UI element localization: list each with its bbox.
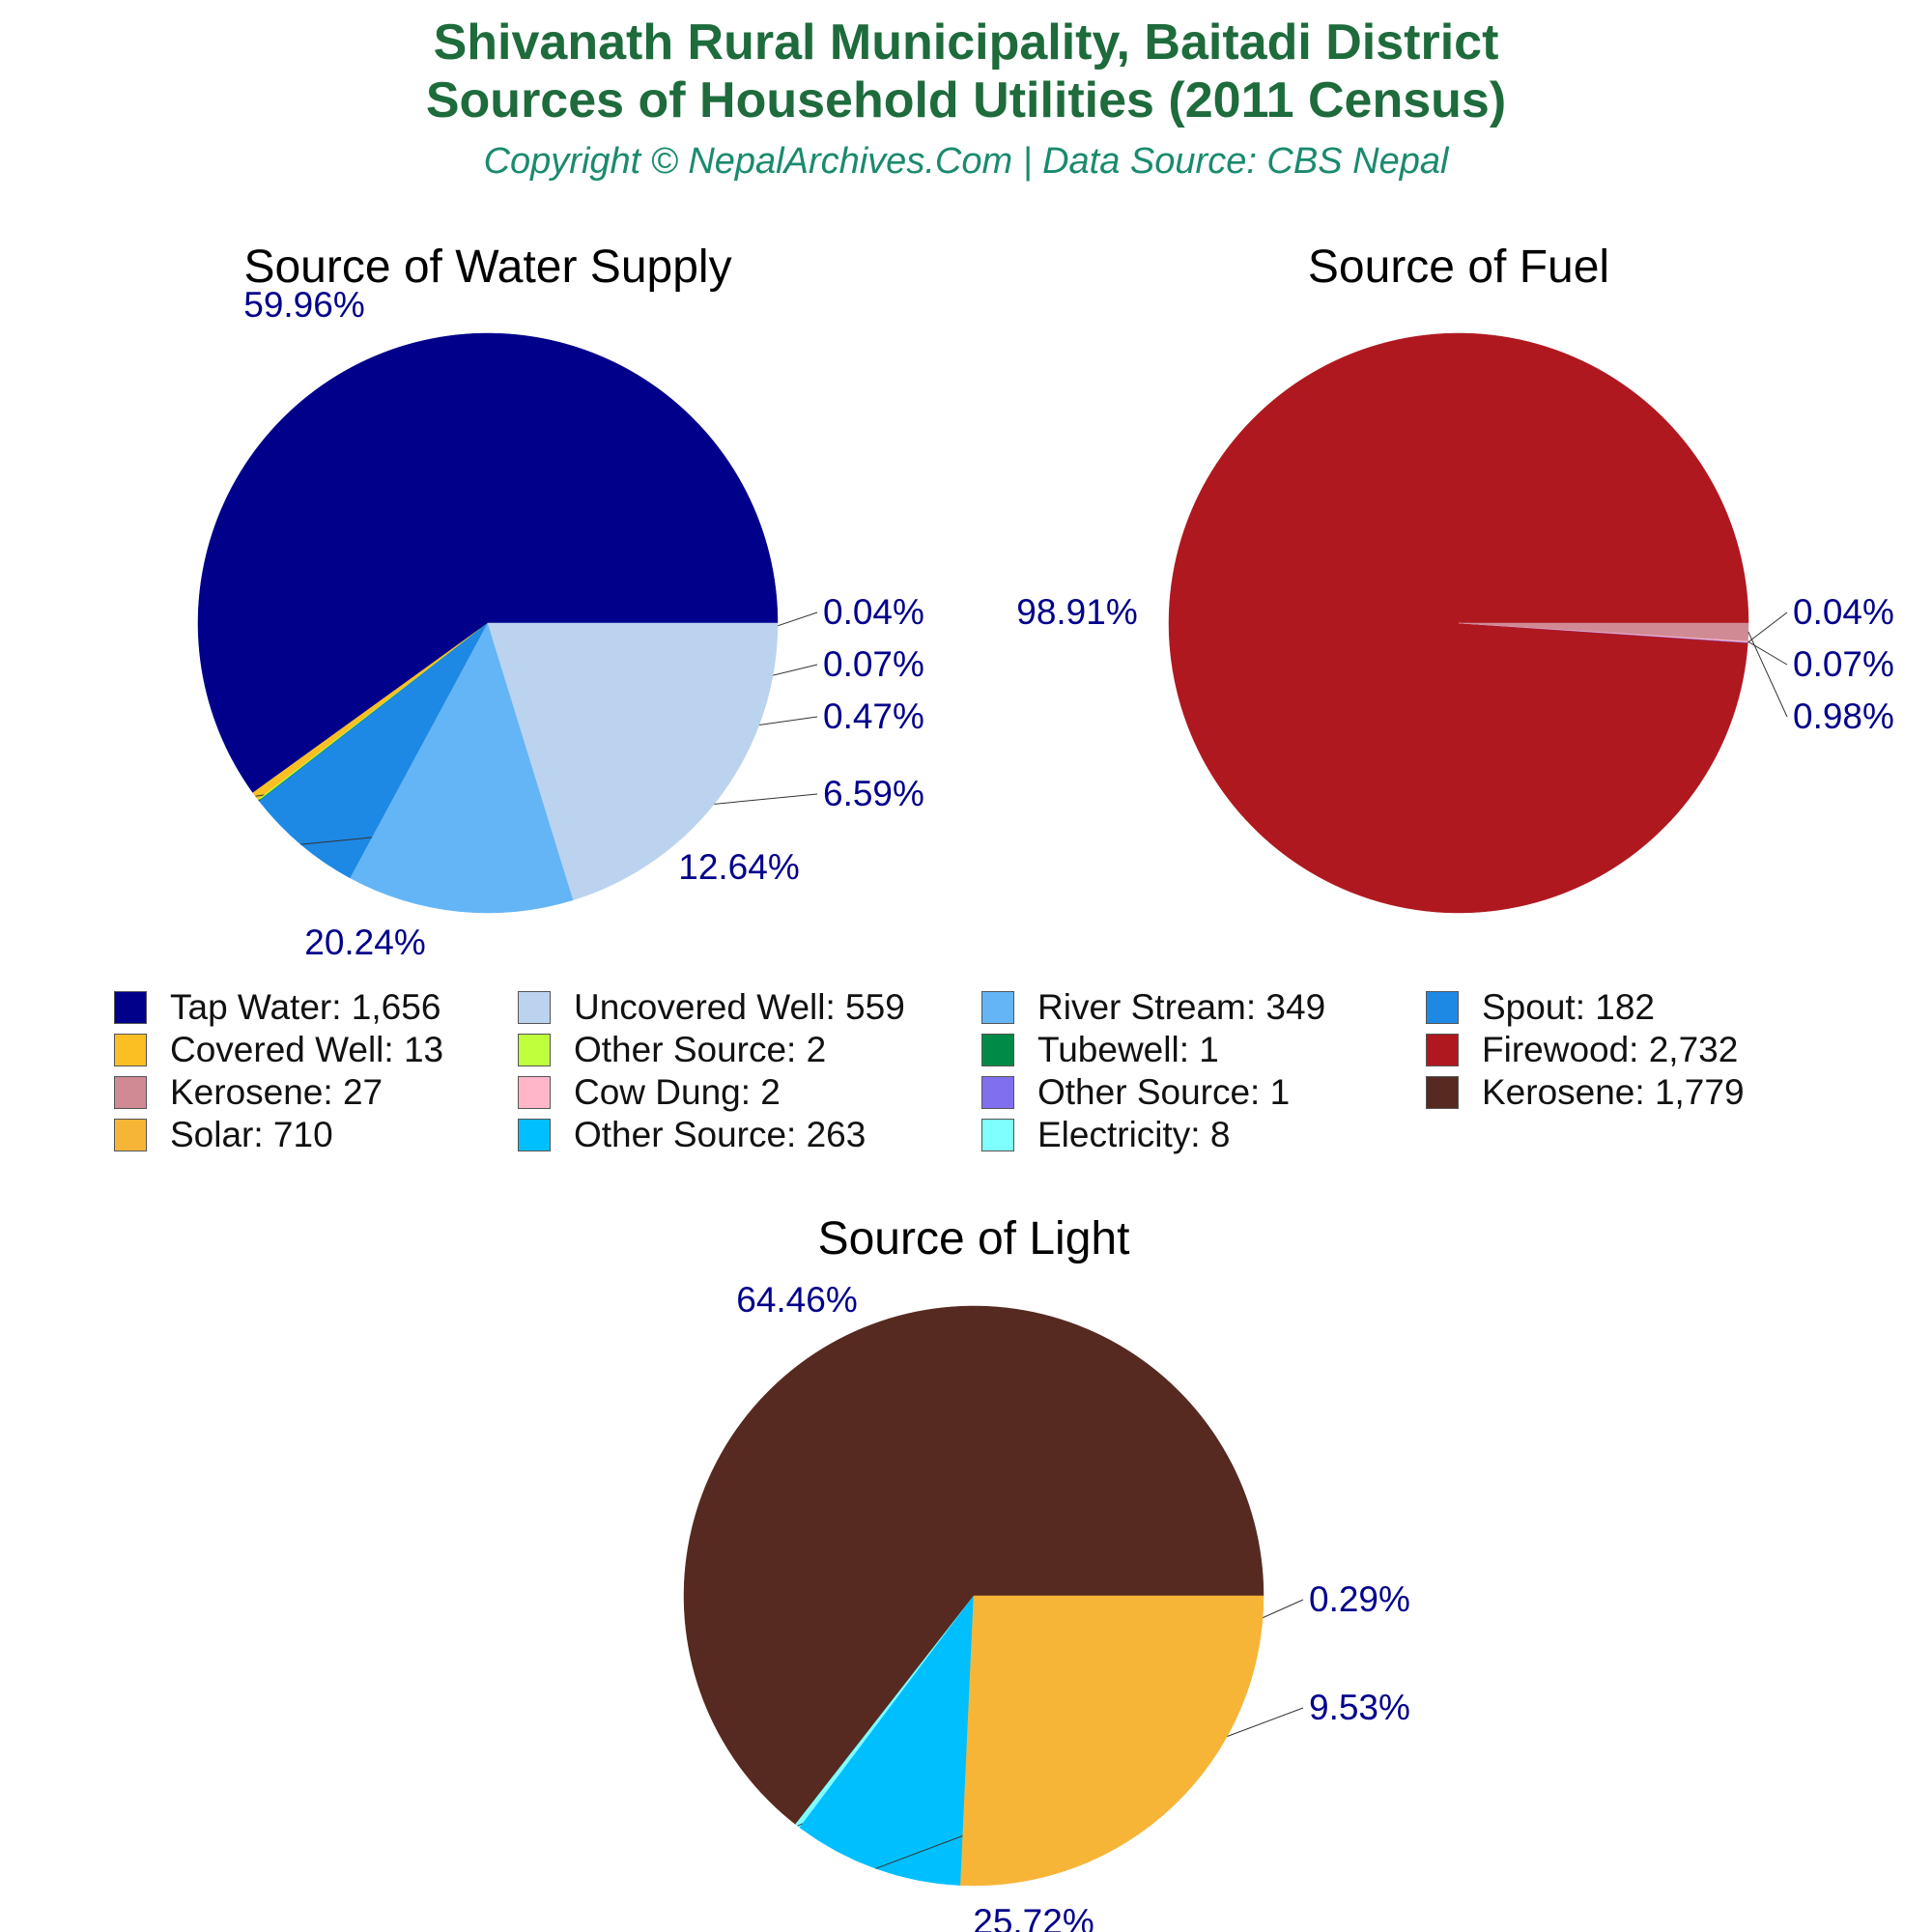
percent-label: 98.91% (1016, 592, 1138, 632)
legend-swatch (114, 991, 147, 1024)
legend-label: Tubewell: 1 (1037, 1030, 1219, 1069)
legend-label: Tap Water: 1,656 (170, 987, 441, 1027)
pie-title: Source of Fuel (1308, 242, 1609, 293)
legend-item: Cow Dung: 2 (518, 1072, 781, 1113)
legend-label: Uncovered Well: 559 (574, 987, 905, 1027)
pie-fuel: Source of Fuel 98.91% 0.04% 0.07% 0.98% (1016, 242, 1894, 914)
legend-item: Firewood: 2,732 (1426, 1030, 1738, 1070)
percent-label: 12.64% (678, 847, 800, 887)
legend-swatch (518, 1119, 551, 1151)
legend-swatch (981, 991, 1014, 1024)
legend-label: Firewood: 2,732 (1482, 1030, 1739, 1069)
percent-label: 0.98% (1793, 696, 1894, 736)
percent-label: 0.07% (823, 644, 924, 684)
legend-item: Tap Water: 1,656 (114, 987, 440, 1028)
pie-title: Source of Water Supply (243, 242, 731, 293)
legend-swatch (981, 1119, 1014, 1151)
legend-swatch (1426, 1034, 1459, 1066)
legend-label: Other Source: 2 (574, 1030, 827, 1069)
pie-title: Source of Light (818, 1213, 1130, 1264)
legend-item: Kerosene: 27 (114, 1072, 383, 1113)
legend-label: Other Source: 263 (574, 1115, 867, 1154)
legend-label: Kerosene: 27 (170, 1072, 384, 1112)
percent-label: 20.24% (304, 923, 426, 962)
legend-item: Tubewell: 1 (981, 1030, 1219, 1070)
legend-item: River Stream: 349 (981, 987, 1325, 1028)
legend-item: Solar: 710 (114, 1115, 333, 1155)
percent-label: 0.07% (1793, 644, 1894, 684)
legend-label: Kerosene: 1,779 (1482, 1072, 1745, 1112)
pie-slice-kerosene (1458, 622, 1749, 641)
percent-label: 0.29% (1309, 1579, 1410, 1619)
legend-item: Electricity: 8 (981, 1115, 1230, 1155)
legend-item: Other Source: 1 (981, 1072, 1290, 1113)
legend-swatch (518, 991, 551, 1024)
legend-label: Solar: 710 (170, 1115, 333, 1154)
percent-label: 64.46% (736, 1280, 858, 1320)
legend-swatch (981, 1034, 1014, 1066)
leader-line (1747, 631, 1788, 718)
pie-slice-uncovered-well (487, 622, 779, 900)
pie-slice-river-stream (350, 622, 574, 914)
legend-item: Kerosene: 1,779 (1426, 1072, 1745, 1113)
chart-title-line-1: Shivanath Rural Municipality, Baitadi Di… (433, 14, 1499, 71)
legend-swatch (518, 1034, 551, 1066)
percent-label: 25.72% (973, 1902, 1094, 1932)
pie-light: Source of Light 64.46% 0.29% 9.53% 25.72% (683, 1213, 1410, 1932)
percent-label: 0.47% (823, 696, 924, 736)
legend-label: River Stream: 349 (1037, 987, 1326, 1027)
pie-slice-tap-water (197, 332, 779, 794)
legend-label: Covered Well: 13 (170, 1030, 444, 1069)
legend-swatch (518, 1076, 551, 1109)
chart-subtitle: Copyright © NepalArchives.Com | Data Sou… (483, 141, 1449, 182)
legend-label: Cow Dung: 2 (574, 1072, 781, 1112)
percent-label: 0.04% (1793, 592, 1894, 632)
chart-header: Shivanath Rural Municipality, Baitadi Di… (0, 0, 1932, 184)
legend-swatch (981, 1076, 1014, 1109)
legend-swatch (1426, 991, 1459, 1024)
chart-title-line-2: Sources of Household Utilities (2011 Cen… (425, 72, 1507, 128)
legend-swatch (114, 1119, 147, 1151)
pie-slice-kerosene (683, 1305, 1264, 1825)
legend-swatch (114, 1034, 147, 1066)
percent-label: 9.53% (1309, 1688, 1410, 1727)
leader-line (1747, 611, 1788, 643)
percent-label: 0.04% (823, 592, 924, 632)
legend-swatch (114, 1076, 147, 1109)
legend-label: Electricity: 8 (1037, 1115, 1231, 1154)
legend-label: Spout: 182 (1482, 987, 1655, 1027)
legend-item: Spout: 182 (1426, 987, 1655, 1028)
percent-label: 59.96% (243, 285, 365, 325)
legend-swatch (1426, 1076, 1459, 1109)
legend-item: Other Source: 263 (518, 1115, 866, 1155)
percent-label: 6.59% (823, 774, 924, 813)
legend-item: Other Source: 2 (518, 1030, 826, 1070)
legend-item: Uncovered Well: 559 (518, 987, 905, 1028)
pie-slice-solar (960, 1595, 1264, 1887)
legend-item: Covered Well: 13 (114, 1030, 443, 1070)
legend-label: Other Source: 1 (1037, 1072, 1291, 1112)
leader-line (1747, 640, 1788, 666)
